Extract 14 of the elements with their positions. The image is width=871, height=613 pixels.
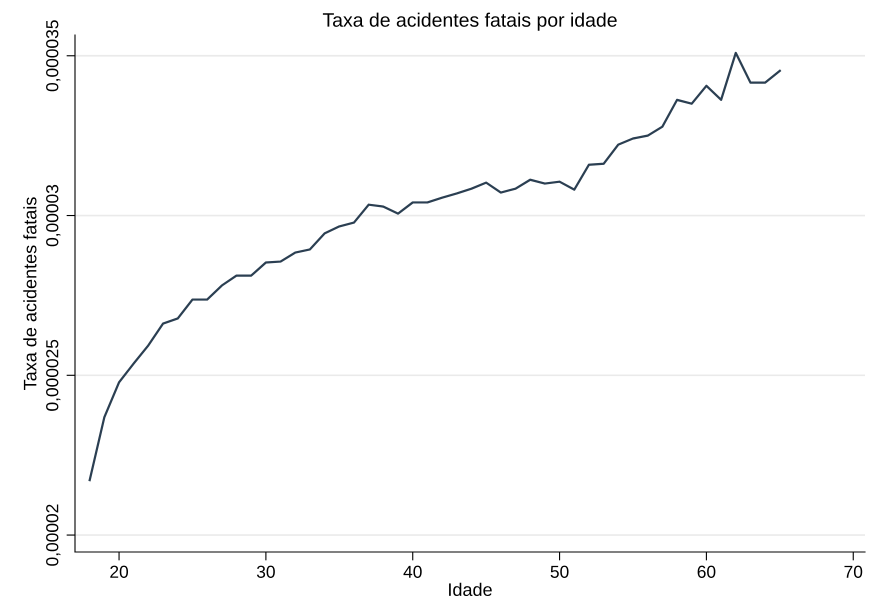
y-tick-label: 0,000025 (46, 340, 60, 411)
y-tick-label: 0,00002 (46, 504, 60, 566)
x-tick-label: 50 (550, 566, 569, 578)
x-axis-title: Idade (449, 582, 492, 596)
y-tick-label: 0,000035 (46, 20, 60, 92)
y-axis-title: Taxa de acidentes fatais (23, 197, 36, 390)
x-tick-label: 30 (256, 566, 275, 578)
y-tick-label: 0,00003 (46, 184, 60, 246)
x-tick-label: 40 (403, 566, 422, 578)
chart-title: Taxa de acidentes fatais por idade (322, 12, 617, 31)
x-tick-label: 60 (698, 566, 716, 578)
line-series (88, 52, 781, 482)
x-tick-label: 20 (110, 566, 128, 578)
x-tick-label: 70 (844, 566, 862, 578)
